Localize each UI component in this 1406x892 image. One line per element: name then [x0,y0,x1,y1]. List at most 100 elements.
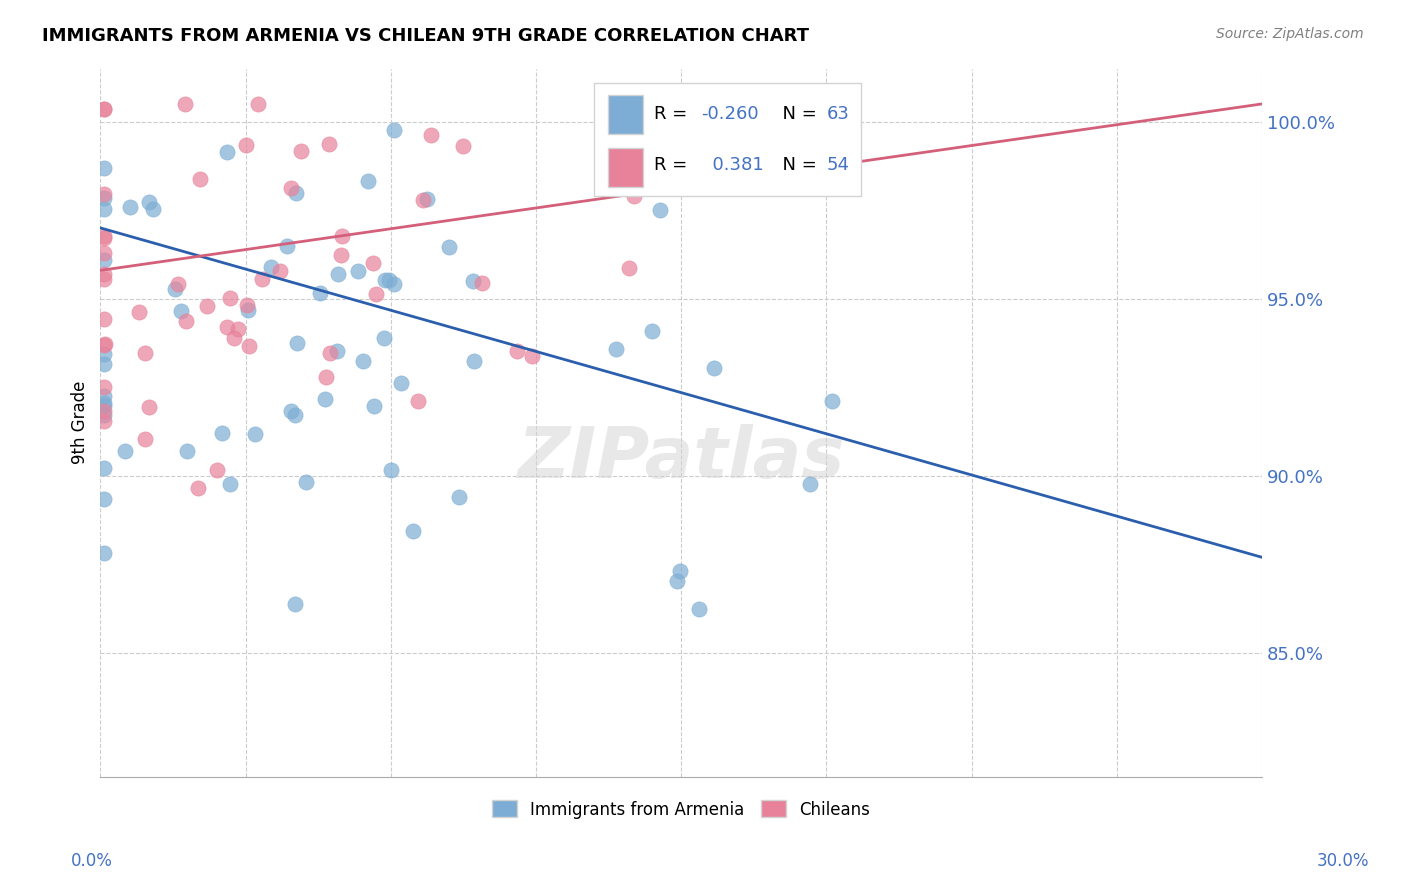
Point [235,137,257,152]
Point [170,303,193,318]
Point [114,443,136,458]
Point [363,399,385,413]
Point [280,404,302,418]
FancyBboxPatch shape [593,83,860,196]
Point [506,344,529,359]
Point [374,273,396,287]
Text: N =: N = [770,156,823,174]
Point [326,343,349,358]
Point [437,239,460,253]
Point [219,476,242,491]
Point [284,186,307,200]
Point [215,320,238,334]
Point [93,102,115,116]
Point [167,277,190,292]
Point [246,97,269,112]
Point [176,444,198,458]
Point [269,263,291,277]
Point [766,97,789,112]
Point [134,346,156,360]
Point [238,338,260,352]
Text: R =: R = [654,156,693,174]
Point [250,272,273,286]
Point [195,299,218,313]
Point [163,282,186,296]
Point [380,463,402,477]
Point [93,102,115,116]
Point [285,335,308,350]
Point [373,331,395,345]
Point [118,200,141,214]
Point [93,161,115,176]
Text: 0.381: 0.381 [700,156,763,174]
Point [617,260,640,275]
Point [93,337,115,351]
Point [93,357,115,371]
Point [295,475,318,490]
Point [318,137,340,152]
Point [138,400,160,414]
Point [228,322,250,336]
Point [402,524,425,538]
Point [93,491,115,506]
Text: 63: 63 [827,105,849,123]
Point [93,404,115,418]
Point [219,291,242,305]
Point [382,123,405,137]
Point [315,369,337,384]
Point [382,277,405,292]
Point [93,408,115,422]
Text: 54: 54 [827,156,849,174]
Point [378,273,401,287]
Point [93,252,115,267]
Point [357,174,380,188]
Point [412,193,434,207]
Text: 30.0%: 30.0% [1316,852,1369,870]
Point [416,192,439,206]
Point [665,574,688,588]
Point [605,342,627,356]
Point [276,239,298,253]
Point [347,263,370,277]
Point [215,145,238,160]
Point [650,203,672,218]
Point [447,491,470,505]
Point [820,393,842,408]
FancyBboxPatch shape [607,148,643,187]
Point [224,330,246,344]
FancyBboxPatch shape [607,95,643,134]
Point [207,462,229,476]
Point [361,256,384,270]
Point [389,376,412,390]
Point [284,597,307,611]
Point [187,481,209,495]
Point [352,354,374,368]
Point [93,395,115,409]
Point [173,97,195,112]
Point [260,260,283,274]
Point [93,202,115,216]
Point [520,349,543,363]
Point [188,171,211,186]
Point [238,302,260,317]
Point [94,336,117,351]
Point [93,246,115,260]
Point [128,305,150,319]
Point [93,191,115,205]
Point [669,565,692,579]
Point [93,228,115,243]
Point [366,286,388,301]
Point [93,461,115,475]
Point [330,228,353,243]
Point [308,285,330,300]
Point [93,546,115,560]
Point [330,248,353,262]
Point [93,312,115,326]
Point [93,267,115,281]
Point [314,392,336,406]
Y-axis label: 9th Grade: 9th Grade [72,381,89,465]
Text: 0.0%: 0.0% [70,852,112,870]
Point [406,393,429,408]
Point [623,189,645,203]
Point [93,347,115,361]
